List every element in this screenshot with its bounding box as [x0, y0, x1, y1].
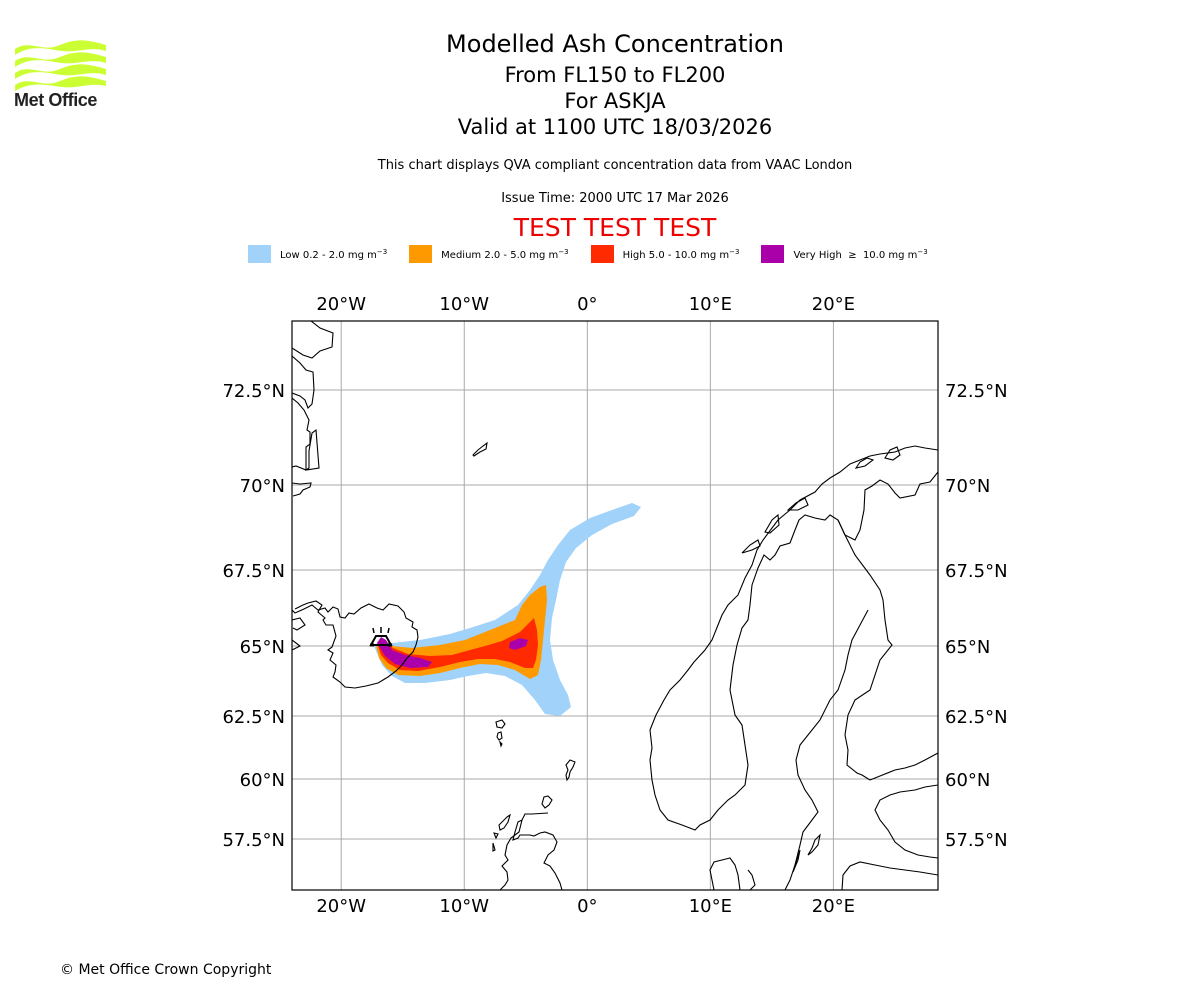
coastline-norway-islands [741, 446, 901, 554]
lat-tick-label-right: 72.5°N [945, 381, 1008, 402]
issue-time: Issue Time: 2000 UTC 17 Mar 2026 [501, 191, 729, 206]
lon-tick-label-top: 10°E [689, 294, 732, 315]
coastline-baltic-states [841, 784, 938, 890]
ash-very-high-area [377, 637, 528, 668]
legend-label-low: Low 0.2 - 2.0 mg m [280, 249, 377, 261]
lon-tick-label-top: 0° [577, 294, 597, 315]
lat-tick-label-left: 62.5°N [222, 707, 285, 728]
legend-label-very-high: Very High ≥ 10.0 mg m [793, 249, 918, 261]
unit-exponent: −3 [917, 247, 928, 256]
volcano-name: For ASKJA [564, 89, 666, 113]
lat-tick-label-left: 57.5°N [222, 830, 285, 851]
coastline-faroes [495, 719, 506, 748]
coastline-iceland [292, 639, 302, 651]
lat-tick-label-right: 57.5°N [945, 830, 1008, 851]
legend-item-high: High 5.0 - 10.0 mg m−3 [590, 245, 740, 263]
coastline-scotland [512, 812, 563, 890]
legend-swatch-medium [409, 245, 433, 263]
graticule [292, 321, 938, 890]
unit-exponent: −3 [558, 247, 569, 256]
lon-tick-label-bottom: 0° [577, 896, 597, 917]
legend-swatch-high [590, 245, 614, 263]
chart-title: Modelled Ash Concentration [446, 30, 784, 58]
coastline-greenland [292, 482, 312, 497]
lon-tick-label-top: 20°W [316, 294, 366, 315]
legend-label-high: High 5.0 - 10.0 mg m [622, 249, 730, 261]
lon-tick-label-bottom: 10°E [689, 896, 732, 917]
coastline-norway [649, 445, 938, 831]
legend-item-low: Low 0.2 - 2.0 mg m−3 [248, 245, 387, 263]
coastline-orkney [541, 795, 553, 809]
lat-tick-label-left: 72.5°N [222, 381, 285, 402]
lon-tick-label-bottom: 10°W [439, 896, 489, 917]
lat-tick-label-left: 67.5°N [222, 561, 285, 582]
ash-plume [374, 503, 641, 716]
legend-item-very-high: Very High ≥ 10.0 mg m−3 [761, 245, 928, 263]
coastline-greenland [292, 397, 320, 472]
coastline-jan-mayen [472, 441, 488, 457]
lon-tick-label-top: 20°E [812, 294, 855, 315]
met-office-logo-icon [15, 40, 106, 91]
coastline-finland-south [869, 752, 938, 781]
valid-time: Valid at 1100 UTC 18/03/2026 [457, 115, 773, 139]
lon-tick-label-bottom: 20°W [316, 896, 366, 917]
map-background [292, 321, 938, 890]
coastline-greenland [292, 355, 315, 409]
legend-label-medium: Medium 2.0 - 5.0 mg m [441, 249, 559, 261]
lat-tick-label-right: 65°N [945, 637, 990, 658]
coastline-denmark [709, 857, 741, 890]
met-office-logo-text: Met Office [14, 90, 98, 110]
lat-tick-label-left: 65°N [240, 637, 285, 658]
lon-tick-label-top: 10°W [439, 294, 489, 315]
coastline-scotland [499, 819, 523, 890]
lon-tick-label-bottom: 20°E [812, 896, 855, 917]
coastline-iceland [292, 617, 306, 631]
map-frame [291, 320, 939, 891]
coastline-shetland [565, 759, 576, 782]
legend-item-medium: Medium 2.0 - 5.0 mg m−3 [409, 245, 569, 263]
lat-tick-label-left: 70°N [240, 476, 285, 497]
volcano-icon [369, 627, 393, 647]
lat-tick-label-left: 60°N [240, 770, 285, 791]
unit-exponent: −3 [376, 247, 388, 256]
copyright: © Met Office Crown Copyright [60, 962, 272, 978]
flight-level-range: From FL150 to FL200 [504, 63, 726, 87]
coastline-gulf-of-bothnia [784, 609, 869, 890]
coastlines [292, 321, 938, 890]
coastline-gotland [792, 833, 821, 873]
coastline-greenland [292, 321, 334, 359]
coastline-iceland [292, 600, 419, 689]
legend: Low 0.2 - 2.0 mg m−3 Medium 2.0 - 5.0 mg… [248, 244, 928, 264]
coastline-sweden-finland [837, 519, 893, 781]
coastline-denmark-islands [747, 869, 756, 890]
lat-tick-label-right: 62.5°N [945, 707, 1008, 728]
lat-tick-label-right: 60°N [945, 770, 990, 791]
lat-tick-label-right: 70°N [945, 476, 990, 497]
coastline-hebrides [492, 813, 511, 852]
legend-swatch-low [248, 245, 271, 263]
chart-description: This chart displays QVA compliant concen… [377, 158, 853, 173]
test-banner: TEST TEST TEST [513, 213, 717, 242]
legend-swatch-very-high [761, 245, 785, 263]
axis-tick-labels: 20°W 20°W 10°W 10°W 0° 0° 10°E 10°E 20°E 20°E 72.5… [222, 294, 1007, 917]
lat-tick-label-right: 67.5°N [945, 561, 1008, 582]
unit-exponent: −3 [729, 247, 740, 256]
